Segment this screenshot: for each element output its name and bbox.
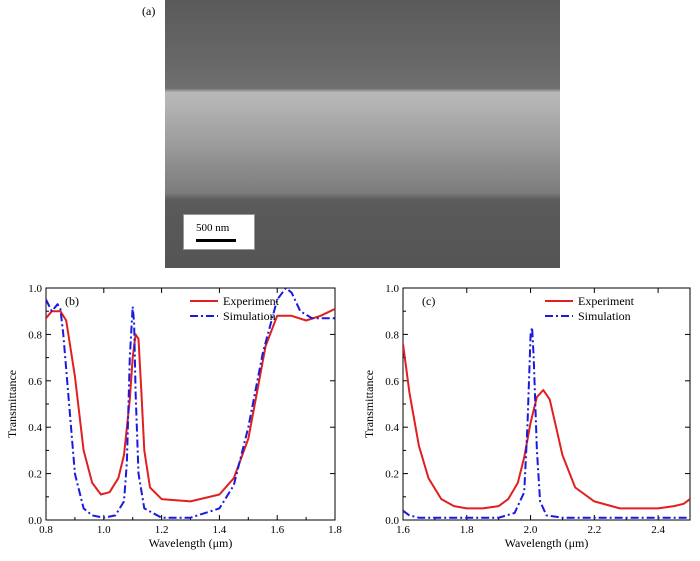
chart-c-series-experiment-line xyxy=(403,343,690,510)
chart-b-ytick-label: 1.0 xyxy=(28,283,42,295)
chart-b-series-simulation-line xyxy=(46,288,335,519)
chart-b-xtick-label: 1.6 xyxy=(270,524,284,536)
chart-b-ytick-label: 0.4 xyxy=(28,422,42,434)
chart-c-xtick-label: 2.2 xyxy=(587,524,601,536)
chart-b-xtick-label: 0.8 xyxy=(39,524,53,536)
chart-b-ytick-label: 0.6 xyxy=(28,376,42,388)
chart-c-xtick-label: 2.4 xyxy=(651,524,665,536)
chart-c-panel-label: (c) xyxy=(422,294,435,308)
chart-b-series-experiment-line xyxy=(46,307,335,503)
chart-c-xtick-label: 1.8 xyxy=(460,524,474,536)
chart-b-xtick-label: 1.4 xyxy=(213,524,227,536)
chart-c-xlabel: Wavelength (μm) xyxy=(505,536,589,550)
chart-b-xtick-label: 1.2 xyxy=(155,524,169,536)
chart-c-ytick-label: 0.6 xyxy=(385,376,399,388)
chart-b-xtick-label: 1.0 xyxy=(97,524,111,536)
scale-bar-box: 500 nm xyxy=(183,214,255,250)
panel-a-label: (a) xyxy=(142,4,156,18)
chart-c-ytick-label: 0.0 xyxy=(385,515,399,527)
chart-c-xtick-label: 1.6 xyxy=(396,524,410,536)
chart-c-legend-simulation-label: Simulation xyxy=(578,309,631,323)
chart-c-xtick-label: 2.0 xyxy=(524,524,538,536)
chart-c-ytick-label: 0.8 xyxy=(385,329,399,341)
chart-c-ytick-label: 0.2 xyxy=(385,469,399,481)
chart-b-ytick-label: 0.2 xyxy=(28,469,42,481)
chart-b-plot-frame xyxy=(45,287,336,521)
chart-c: 1.6 1.8 2.0 2.2 2.4 0.0 0.2 0.4 0.6 0.8 1.0 Wavelen… xyxy=(362,283,691,550)
scale-bar-label: 500 nm xyxy=(196,222,230,234)
chart-c-ytick-label: 0.4 xyxy=(385,422,399,434)
scale-bar-line xyxy=(196,239,236,242)
chart-b-xtick-label: 1.8 xyxy=(328,524,342,536)
chart-b-panel-label: (b) xyxy=(65,294,79,308)
chart-c-series-simulation-line xyxy=(403,326,690,519)
chart-b-ylabel: Transmittance xyxy=(5,370,19,438)
chart-c-plot-frame xyxy=(402,287,691,521)
chart-b-xlabel: Wavelength (μm) xyxy=(149,536,233,550)
chart-b: 0.8 1.0 1.2 1.4 1.6 1.8 0.0 0.2 0.4 0.6 0.8 1.0 Wave… xyxy=(5,283,342,550)
chart-b-legend-simulation-label: Simulation xyxy=(223,309,276,323)
chart-c-legend-experiment-label: Experiment xyxy=(578,294,635,308)
chart-b-ytick-label: 0.0 xyxy=(28,515,42,527)
chart-b-legend-experiment-label: Experiment xyxy=(223,294,280,308)
chart-b-ytick-label: 0.8 xyxy=(28,329,42,341)
sem-micrograph: 500 nm xyxy=(165,0,560,268)
chart-c-ylabel: Transmittance xyxy=(362,370,376,438)
chart-c-ytick-label: 1.0 xyxy=(385,283,399,295)
